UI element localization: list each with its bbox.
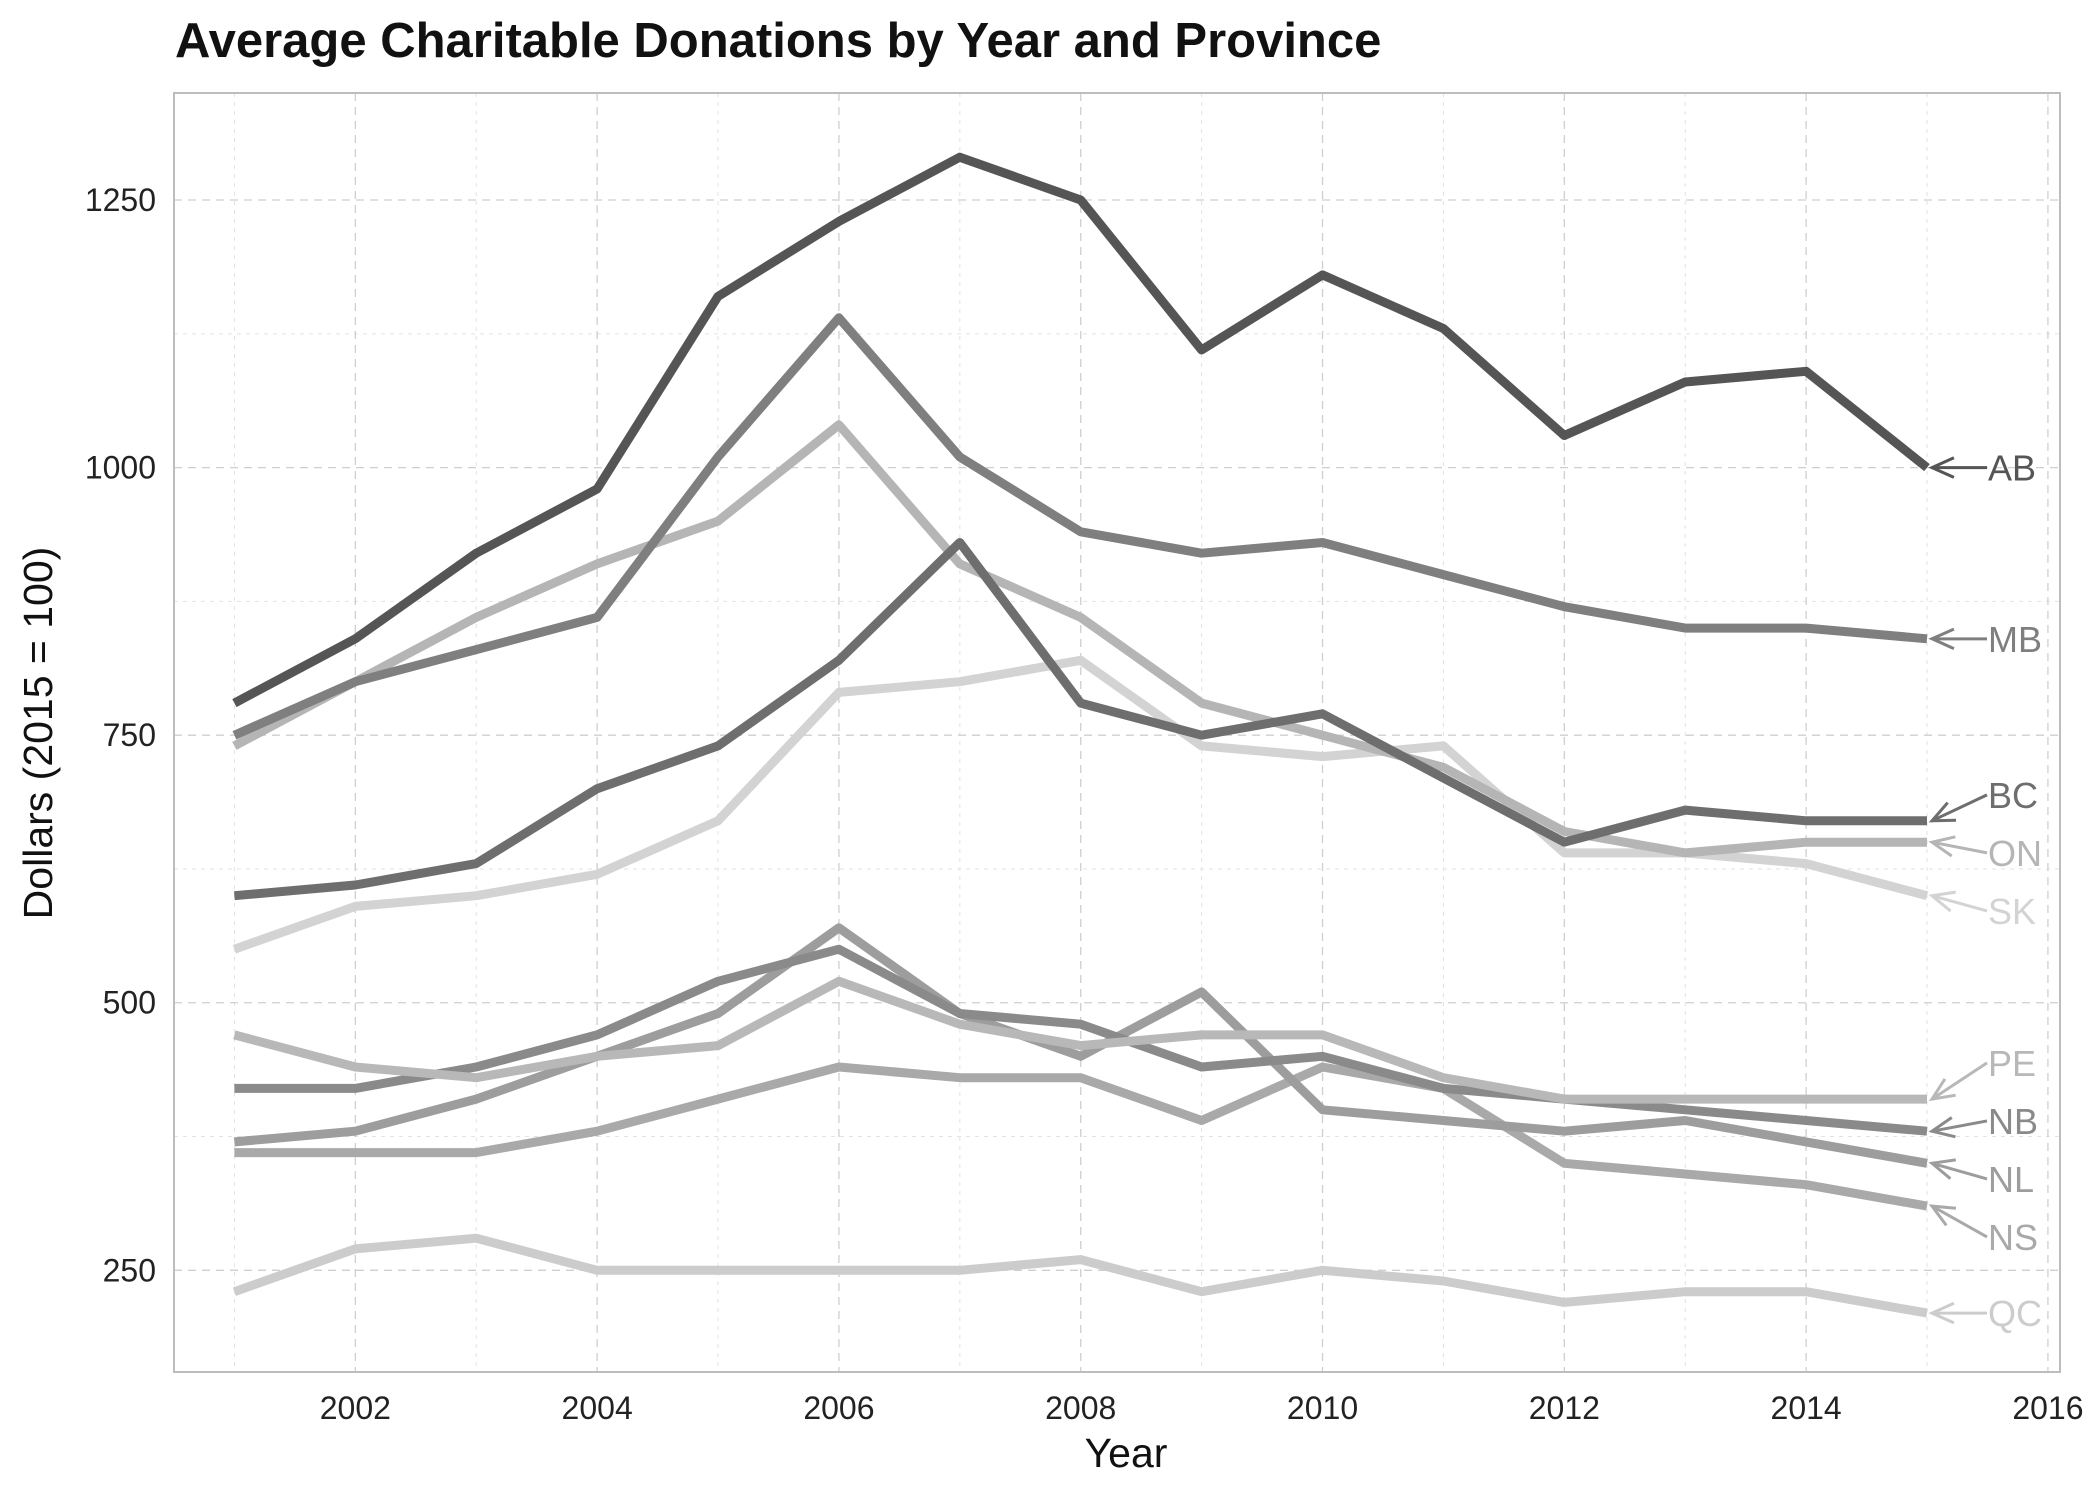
- y-tick-label: 750: [103, 717, 156, 753]
- label-arrow-head: [1928, 456, 1955, 479]
- label-arrow-head: [1928, 627, 1955, 650]
- chart-title: Average Charitable Donations by Year and…: [175, 14, 1381, 68]
- y-tick-label: 250: [103, 1252, 156, 1288]
- end-label-nl: NL: [1928, 1158, 2034, 1200]
- label-arrow-shaft: [1931, 1204, 1988, 1239]
- series-line-bc: [234, 538, 1927, 901]
- x-tick-label: 2010: [1287, 1390, 1358, 1426]
- end-label-pe: PE: [1928, 1043, 2036, 1102]
- y-axis-ticks: 250 500 750 1000 1250: [85, 182, 156, 1288]
- x-tick-label: 2012: [1529, 1390, 1600, 1426]
- series-label: PE: [1988, 1043, 2036, 1084]
- label-arrow-head: [1928, 801, 1957, 823]
- x-axis-title: Year: [1085, 1430, 1168, 1476]
- y-axis-title: Dollars (2015 = 100): [15, 547, 61, 920]
- label-arrow-shaft: [1931, 793, 1988, 823]
- series-line-ab: [232, 152, 1930, 708]
- end-label-mb: MB: [1928, 619, 2042, 660]
- end-label-on: ON: [1928, 833, 2042, 874]
- series-label: NS: [1988, 1217, 2038, 1258]
- end-label-ns: NS: [1928, 1204, 2038, 1258]
- series-line-on: [232, 420, 1927, 858]
- label-arrow-shaft: [1931, 1061, 1988, 1101]
- series-label: AB: [1988, 448, 2036, 489]
- series-layer: [232, 152, 1930, 1318]
- x-tick-label: 2002: [320, 1390, 391, 1426]
- end-label-qc: QC: [1928, 1293, 2042, 1334]
- series-line-nl: [234, 923, 1928, 1168]
- x-tick-label: 2004: [562, 1390, 633, 1426]
- y-tick-label: 1250: [85, 182, 156, 218]
- series-end-labels: AB MB BC ON SK PE NB NL NS QC: [1928, 448, 2042, 1334]
- series-line-qc: [232, 1233, 1928, 1318]
- label-arrow-head: [1928, 1301, 1955, 1325]
- label-arrow-shaft: [1931, 840, 1988, 855]
- label-arrow-head: [1928, 835, 1956, 858]
- label-arrow-head: [1928, 1116, 1956, 1139]
- end-label-sk: SK: [1928, 890, 2036, 932]
- label-arrow-head: [1928, 890, 1956, 913]
- series-label: QC: [1988, 1293, 2042, 1334]
- label-arrow-shaft: [1931, 1161, 1988, 1181]
- end-label-bc: BC: [1928, 775, 2038, 823]
- series-label: NL: [1988, 1159, 2034, 1200]
- x-tick-label: 2006: [803, 1390, 874, 1426]
- series-label: BC: [1988, 775, 2038, 816]
- series-label: MB: [1988, 619, 2042, 660]
- series-label: ON: [1988, 833, 2042, 874]
- end-label-nb: NB: [1928, 1101, 2038, 1142]
- x-axis-ticks: 2002 2004 2006 2008 2010 2012 2014 2016: [320, 1390, 2084, 1426]
- series-line-pe: [233, 976, 1927, 1104]
- y-tick-label: 500: [103, 985, 156, 1021]
- x-tick-label: 2016: [2012, 1390, 2083, 1426]
- series-label: SK: [1988, 891, 2036, 932]
- series-line-ns: [234, 1062, 1928, 1211]
- x-tick-label: 2014: [1771, 1390, 1842, 1426]
- label-arrow-head: [1928, 1204, 1957, 1227]
- series-line-mb: [232, 313, 1928, 740]
- series-line-nb: [234, 944, 1928, 1136]
- end-label-ab: AB: [1928, 448, 2036, 489]
- series-label: NB: [1988, 1101, 2038, 1142]
- label-arrow-head: [1928, 1078, 1956, 1102]
- x-tick-label: 2008: [1045, 1390, 1116, 1426]
- label-arrow-head: [1928, 1158, 1957, 1180]
- label-arrow-shaft: [1931, 894, 1988, 913]
- label-arrow-shaft: [1931, 1119, 1988, 1133]
- series-line-sk: [232, 655, 1929, 954]
- plot-panel: [173, 92, 2061, 1373]
- y-tick-label: 1000: [85, 450, 156, 486]
